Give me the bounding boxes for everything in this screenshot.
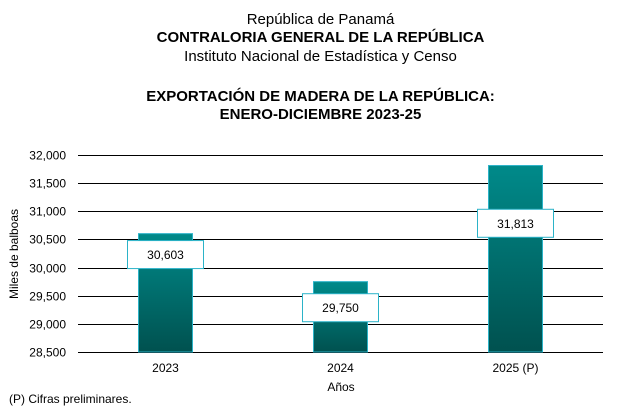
footnote: (P) Cifras preliminares. [9,392,132,406]
data-label: 30,603 [147,248,184,262]
institute-name: Instituto Nacional de Estadística y Cens… [184,48,457,65]
x-tick-label: 2024 [327,361,354,375]
data-label-box [477,208,554,238]
y-tick-label: 30,500 [29,233,66,247]
y-tick-label: 29,000 [29,318,66,332]
data-label: 29,750 [322,301,359,315]
institution-name: CONTRALORIA GENERAL DE LA REPÚBLICA [156,29,485,46]
data-label-box [302,293,379,323]
y-tick-label: 31,500 [29,177,66,191]
y-tick-label: 32,000 [29,149,66,163]
x-tick-label: 2023 [152,361,179,375]
chart-subtitle: ENERO-DICIEMBRE 2023-25 [219,106,422,123]
y-tick-label: 31,000 [29,205,66,219]
chart-title: EXPORTACIÓN DE MADERA DE LA REPÚBLICA: [146,88,495,105]
data-label: 31,813 [497,217,534,231]
data-label-box [127,240,204,270]
bar [488,165,543,353]
x-axis-label: Años [327,380,354,394]
x-tick-label: 2025 (P) [492,361,538,375]
country-name: República de Panamá [246,11,395,28]
y-axis-label: Miles de balboas [7,209,21,299]
y-tick-label: 30,000 [29,262,66,276]
y-tick-label: 29,500 [29,290,66,304]
y-tick-label: 28,500 [29,346,66,360]
